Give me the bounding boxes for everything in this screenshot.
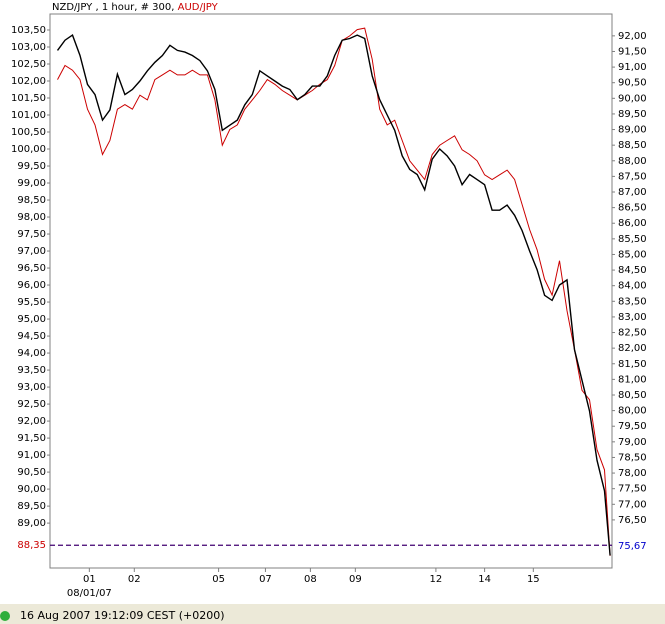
y2-tick-label: 79,00 [618, 437, 647, 448]
y2-tick-label: 78,50 [618, 452, 647, 463]
y-tick-label: 94,50 [17, 331, 46, 342]
y2-tick-label: 85,00 [618, 249, 647, 260]
y2-tick-label: 77,00 [618, 499, 647, 510]
y-tick-label: 90,50 [17, 467, 46, 478]
y-tick-label: 102,00 [11, 76, 46, 87]
date-label: 08/01/07 [67, 588, 112, 599]
y2-tick-label: 90,00 [618, 93, 647, 104]
last-value-y2-label: 75,67 [618, 541, 647, 552]
y-tick-label: 93,50 [17, 365, 46, 376]
y2-tick-label: 80,00 [618, 406, 647, 417]
x-tick-label: 01 [83, 574, 96, 585]
x-tick-label: 12 [430, 574, 443, 585]
y2-tick-label: 87,50 [618, 171, 647, 182]
y-tick-label: 97,00 [17, 246, 46, 257]
y2-tick-label: 86,50 [618, 203, 647, 214]
y2-tick-label: 86,00 [618, 218, 647, 229]
plot-frame [49, 13, 613, 569]
status-text: 16 Aug 2007 19:12:09 CEST (+0200) [20, 609, 224, 622]
y2-tick-label: 82,00 [618, 343, 647, 354]
chart-title: NZD/JPY , 1 hour, # 300, AUD/JPY [52, 2, 219, 13]
y-tick-label: 99,50 [17, 161, 46, 172]
y2-tick-label: 78,00 [618, 468, 647, 479]
x-tick-label: 02 [128, 574, 141, 585]
y-tick-label: 90,00 [17, 484, 46, 495]
y-tick-label: 101,50 [11, 93, 46, 104]
x-tick-label: 15 [527, 574, 540, 585]
y2-tick-label: 81,50 [618, 359, 647, 370]
y2-tick-label: 81,00 [618, 374, 647, 385]
status-bar [0, 604, 665, 624]
y2-tick-label: 85,50 [618, 234, 647, 245]
y2-tick-label: 83,50 [618, 296, 647, 307]
x-tick-label: 07 [259, 574, 272, 585]
x-tick-label: 08 [304, 574, 317, 585]
y-tick-label: 91,00 [17, 450, 46, 461]
y2-tick-label: 84,00 [618, 281, 647, 292]
x-tick-label: 14 [478, 574, 491, 585]
y2-tick-label: 76,50 [618, 515, 647, 526]
y2-tick-label: 77,50 [618, 484, 647, 495]
y-tick-label: 96,00 [17, 280, 46, 291]
x-tick-label: 05 [212, 574, 225, 585]
series-line [57, 27, 611, 556]
y-tick-label: 97,50 [17, 229, 46, 240]
series-name: AUD/JPY [178, 2, 219, 13]
y2-tick-label: 92,00 [618, 31, 647, 42]
y-tick-label: 103,00 [11, 42, 46, 53]
title-info: , 1 hour, # 300, [92, 2, 177, 13]
y2-tick-label: 84,50 [618, 265, 647, 276]
y-tick-label: 89,00 [17, 518, 46, 529]
y-tick-label: 100,50 [11, 127, 46, 138]
y2-tick-label: 91,00 [618, 62, 647, 73]
last-value-label: 88,35 [17, 540, 46, 551]
y2-tick-label: 91,50 [618, 46, 647, 57]
y-tick-label: 92,00 [17, 416, 46, 427]
y2-tick-label: 88,50 [618, 140, 647, 151]
y2-tick-label: 89,00 [618, 125, 647, 136]
y-tick-label: 99,00 [17, 178, 46, 189]
x-tick-label: 09 [349, 574, 362, 585]
y-tick-label: 92,50 [17, 399, 46, 410]
y-tick-label: 93,00 [17, 382, 46, 393]
y2-tick-label: 80,50 [618, 390, 647, 401]
y-tick-label: 103,50 [11, 25, 46, 36]
y-tick-label: 102,50 [11, 59, 46, 70]
y-tick-label: 96,50 [17, 263, 46, 274]
y2-tick-label: 89,50 [618, 109, 647, 120]
y2-tick-label: 90,50 [618, 78, 647, 89]
y-tick-label: 98,50 [17, 195, 46, 206]
y2-tick-label: 88,00 [618, 156, 647, 167]
y-tick-label: 95,50 [17, 297, 46, 308]
y2-tick-label: 79,50 [618, 421, 647, 432]
y2-tick-label: 83,00 [618, 312, 647, 323]
y2-tick-label: 82,50 [618, 328, 647, 339]
y-tick-label: 98,00 [17, 212, 46, 223]
status-icon [0, 611, 10, 621]
y-tick-label: 91,50 [17, 433, 46, 444]
y-tick-label: 100,00 [11, 144, 46, 155]
y-tick-label: 89,50 [17, 501, 46, 512]
series-line [56, 34, 611, 556]
series-name: NZD/JPY [52, 2, 93, 13]
y2-tick-label: 87,00 [618, 187, 647, 198]
y-tick-label: 95,00 [17, 314, 46, 325]
y-tick-label: 101,00 [11, 110, 46, 121]
y-tick-label: 94,00 [17, 348, 46, 359]
